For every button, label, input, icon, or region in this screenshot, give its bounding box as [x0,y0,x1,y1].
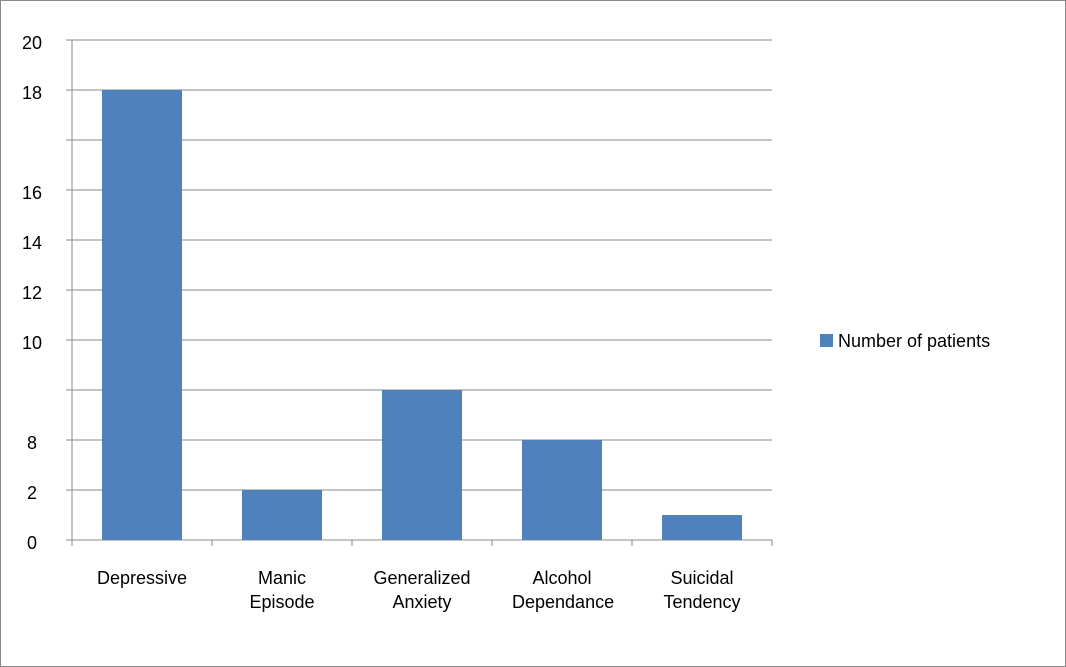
bar [102,90,182,540]
y-tick-label: 8 [27,433,37,453]
bar [242,490,322,540]
y-tick-label: 14 [22,233,42,253]
x-tick-label: Suicidal Tendency [663,568,741,612]
bar [382,390,462,540]
y-tick-label: 16 [22,183,42,203]
bar [522,440,602,540]
x-tick-label: Generalized Anxiety [373,568,471,612]
bar [662,515,742,540]
x-tick-label: Manic Episode [249,568,315,612]
y-tick-label: 0 [27,533,37,553]
y-tick-label: 10 [22,333,42,353]
x-tick-label: Alcohol Dependance [512,568,615,612]
legend-label: Number of patients [838,331,990,351]
y-tick-label: 12 [22,283,42,303]
legend-swatch [820,334,833,347]
y-tick-label: 20 [22,33,42,53]
y-tick-label: 18 [22,83,42,103]
y-tick-label: 2 [27,483,37,503]
x-tick-label: Depressive [96,568,188,588]
